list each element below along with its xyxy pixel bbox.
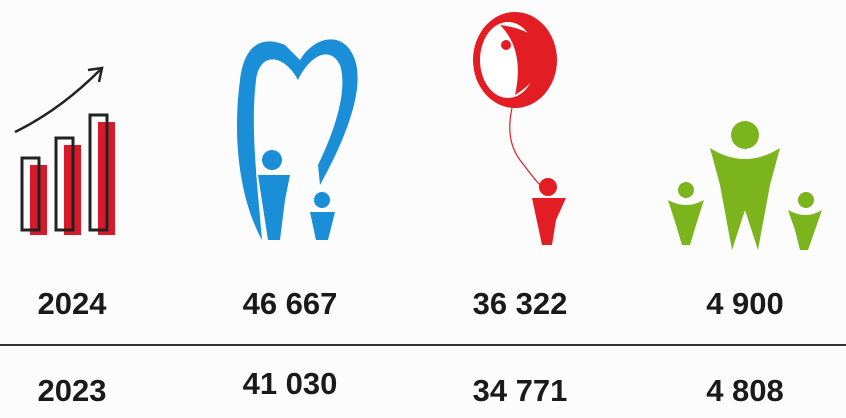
growth-chart-icon: [14, 66, 115, 235]
value-label: 46 667: [242, 286, 338, 321]
value-label: 36 322: [472, 286, 568, 321]
year-label: 2024: [37, 286, 107, 321]
value-label: 34 771: [472, 373, 568, 408]
tooth-family-icon: [236, 39, 358, 240]
value-label: 4 900: [706, 286, 784, 321]
year-label: 2023: [37, 373, 107, 408]
value-label: 41 030: [242, 366, 338, 401]
value-label: 4 808: [706, 373, 784, 408]
balloon-icon: [473, 12, 566, 245]
row-divider: [0, 344, 846, 346]
people-icon: [668, 121, 822, 250]
